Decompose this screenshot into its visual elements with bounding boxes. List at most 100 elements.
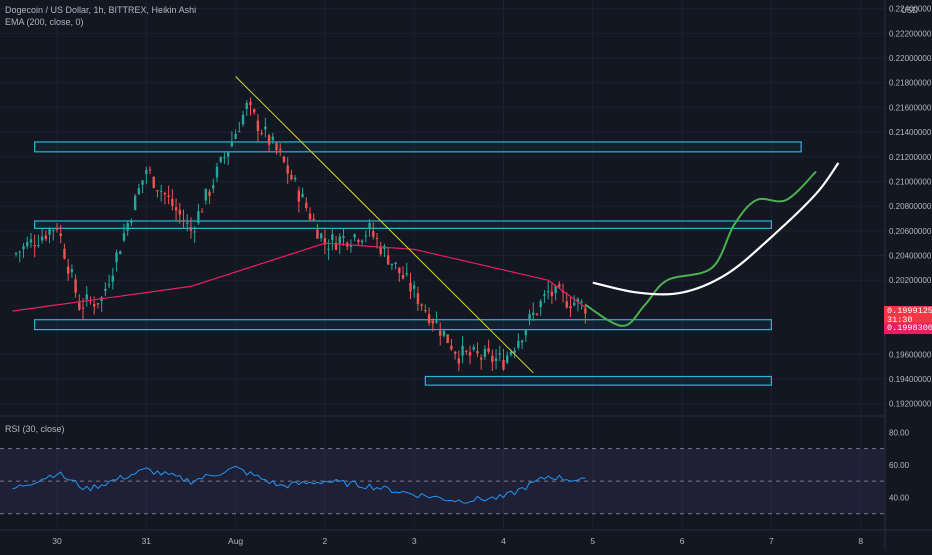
candle-bull bbox=[141, 180, 144, 185]
support-zone-low[interactable] bbox=[424, 375, 772, 386]
candle-bull bbox=[353, 234, 356, 238]
trend-line-group[interactable] bbox=[235, 76, 534, 374]
price-tick-label: 0.21200000 bbox=[889, 153, 932, 162]
candle-bear bbox=[535, 313, 539, 315]
candle-bear bbox=[386, 255, 390, 265]
candle-bear bbox=[297, 190, 301, 202]
candle-bull bbox=[293, 177, 297, 180]
candle-bull bbox=[245, 102, 248, 109]
candle-bear bbox=[379, 246, 382, 255]
symbol-legend[interactable]: Dogecoin / US Dollar, 1h, BITTREX, Heiki… bbox=[5, 5, 197, 15]
candle-bear bbox=[453, 351, 457, 355]
rsi-legend[interactable]: RSI (30, close) bbox=[5, 424, 65, 434]
candle-bull bbox=[364, 235, 368, 237]
candle-bear bbox=[148, 169, 152, 171]
price-tick-label: 0.21600000 bbox=[889, 103, 932, 112]
candle-bear bbox=[550, 291, 554, 296]
candle-bull bbox=[349, 244, 353, 247]
candle-bull bbox=[159, 190, 163, 192]
price-tick-label: 0.19600000 bbox=[889, 350, 932, 359]
candle-bull bbox=[327, 248, 330, 250]
candle-bull bbox=[126, 223, 129, 231]
candle-bull bbox=[528, 314, 531, 320]
resistance-zone-mid[interactable] bbox=[34, 220, 772, 229]
rsi-axis[interactable]: 80.00 60.00 40.00 bbox=[889, 428, 910, 502]
candle-bear bbox=[424, 310, 427, 312]
candle-bull bbox=[580, 301, 583, 303]
price-tick-label: 0.22200000 bbox=[889, 29, 932, 38]
candle-bull bbox=[506, 355, 509, 363]
candle-bull bbox=[271, 136, 275, 141]
candle-bear bbox=[450, 345, 453, 350]
candle-bear bbox=[44, 235, 48, 239]
price-tick-label: 0.20600000 bbox=[889, 227, 932, 236]
candle-bear bbox=[439, 330, 442, 336]
candle-bull bbox=[26, 242, 29, 247]
candle-bear bbox=[569, 306, 572, 309]
candle-bull bbox=[37, 245, 40, 247]
time-tick-label: 5 bbox=[590, 536, 595, 546]
candle-bear bbox=[260, 133, 263, 135]
candle-bull bbox=[215, 166, 219, 178]
candle-bull bbox=[338, 236, 341, 244]
time-tick-label: 4 bbox=[501, 536, 506, 546]
candle-bull bbox=[472, 347, 475, 350]
candle-bull bbox=[517, 340, 520, 348]
projections[interactable] bbox=[584, 162, 840, 327]
candle-bull bbox=[543, 294, 546, 296]
time-tick-label: 7 bbox=[769, 536, 774, 546]
candle-bull bbox=[145, 170, 148, 175]
candle-bear bbox=[63, 248, 66, 259]
candle-bear bbox=[372, 231, 375, 237]
candle-bear bbox=[93, 304, 96, 307]
candle-bull bbox=[122, 233, 126, 241]
candle-bull bbox=[204, 188, 208, 201]
candle-bear bbox=[479, 357, 483, 360]
candle-bull bbox=[319, 233, 323, 239]
candle-bear bbox=[59, 233, 62, 237]
descending-trendline[interactable] bbox=[235, 76, 534, 374]
candle-bear bbox=[253, 109, 256, 113]
rsi-line bbox=[12, 465, 586, 504]
candle-bear bbox=[401, 274, 405, 279]
candle-bear bbox=[256, 120, 260, 132]
price-tick-label: 0.19200000 bbox=[889, 400, 932, 409]
price-tick-label: 0.21800000 bbox=[889, 79, 932, 88]
candle-bull bbox=[115, 252, 118, 263]
ema-legend[interactable]: EMA (200, close, 0) bbox=[5, 17, 84, 27]
candle-bull bbox=[546, 291, 550, 293]
candle-bull bbox=[107, 284, 111, 286]
time-tick-label: 6 bbox=[680, 536, 685, 546]
candle-bull bbox=[223, 157, 226, 159]
candle-bear bbox=[267, 135, 271, 145]
currency-label[interactable]: USD bbox=[901, 6, 918, 15]
time-axis[interactable]: 30 31 Aug 2 3 4 5 6 7 8 bbox=[52, 536, 863, 546]
candle-bear bbox=[312, 218, 315, 220]
candle-bull bbox=[234, 133, 237, 139]
candle-bull bbox=[509, 351, 513, 355]
candle-bull bbox=[572, 302, 576, 306]
grid-lines bbox=[0, 0, 885, 530]
price-axis[interactable]: 0.22400000 0.22200000 0.22000000 0.21800000… bbox=[889, 5, 932, 409]
candle-bull bbox=[494, 358, 498, 362]
candle-bull bbox=[193, 231, 196, 233]
candle-bull bbox=[394, 262, 397, 264]
candle-bull bbox=[368, 223, 371, 229]
rsi-tick-label: 40.00 bbox=[889, 493, 910, 502]
candle-bear bbox=[208, 191, 211, 196]
candle-bull bbox=[342, 236, 345, 239]
zones[interactable] bbox=[34, 141, 802, 386]
candle-bear bbox=[491, 355, 494, 362]
candle-bull bbox=[554, 285, 557, 294]
time-tick-label: Aug bbox=[228, 536, 243, 546]
support-zone[interactable] bbox=[34, 319, 772, 331]
candle-bull bbox=[498, 353, 501, 355]
projection-white-path[interactable] bbox=[592, 162, 840, 296]
candle-bull bbox=[70, 269, 74, 273]
candle-bear bbox=[334, 242, 338, 250]
resistance-zone-top[interactable] bbox=[34, 141, 802, 153]
candle-bull bbox=[104, 288, 107, 292]
projection-green-path[interactable] bbox=[584, 170, 817, 327]
